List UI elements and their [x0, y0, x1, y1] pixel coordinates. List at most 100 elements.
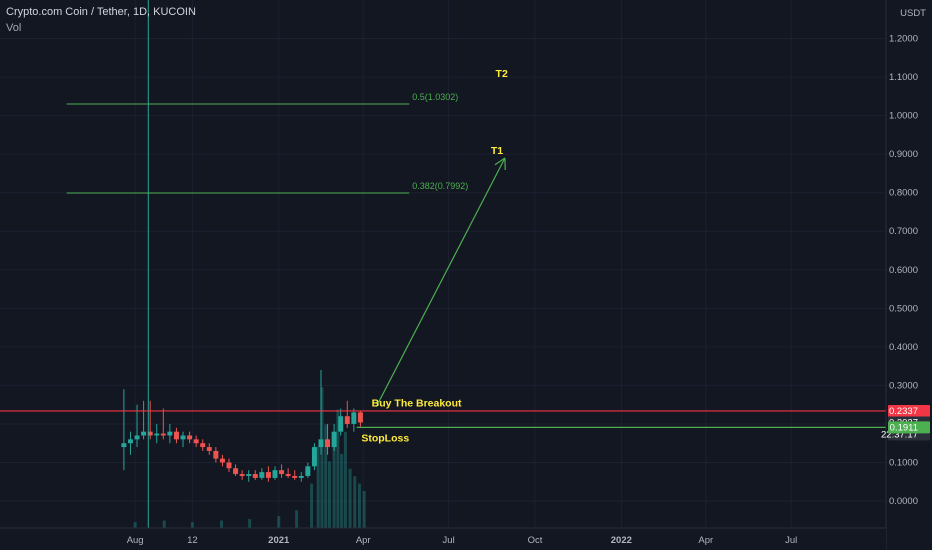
- candle-body: [252, 474, 258, 478]
- currency-label: USDT: [900, 8, 926, 19]
- candle-body: [233, 468, 239, 475]
- time-tick-label: Jul: [785, 535, 797, 546]
- candle-body: [331, 431, 337, 448]
- candle-body: [173, 431, 179, 440]
- annotation-text: T2: [496, 68, 508, 80]
- volume-bar: [248, 519, 252, 528]
- price-tick-label: 0.9000: [889, 149, 918, 160]
- candle-body: [318, 439, 324, 448]
- volume-bar: [190, 522, 194, 528]
- resistance-price-badge: [888, 404, 930, 417]
- drawings: 0.5(1.0302) 0.382(0.7992) T2 T1 Buy The Brea…: [0, 0, 886, 528]
- price-axis[interactable]: USDT 1.2000 1.1000 1.0000 0.9000 0.8000 0.7000…: [881, 0, 932, 550]
- candle-body: [292, 475, 298, 478]
- candle-body: [305, 466, 311, 476]
- target-arrow-head: [494, 157, 506, 166]
- support-price-badge: [888, 421, 930, 434]
- time-tick-label: 2022: [611, 535, 632, 546]
- candle-body: [246, 474, 252, 476]
- candle-body: [357, 412, 363, 423]
- candle-body: [272, 470, 278, 478]
- symbol-title[interactable]: Crypto.com Coin / Tether, 1D, KUCOIN: [6, 6, 196, 18]
- volume-bar: [133, 522, 137, 528]
- volume-bar: [316, 446, 320, 528]
- volume-bar: [336, 409, 340, 528]
- time-tick-label: 2021: [268, 535, 290, 546]
- volume-bar: [220, 520, 223, 528]
- time-tick-label: Apr: [356, 535, 371, 546]
- candle-body: [167, 431, 173, 436]
- last-price-countdown: 22:37:17: [881, 430, 918, 441]
- candle-body: [147, 431, 153, 436]
- target-arrow: [375, 157, 506, 407]
- candle-body: [200, 443, 206, 448]
- volume-bar: [353, 476, 357, 528]
- price-tick-label: 0.7000: [889, 226, 918, 237]
- price-axis-background: [886, 0, 932, 550]
- annotation-text: T1: [491, 145, 503, 157]
- support-price-badge-label: 0.1911: [890, 422, 918, 433]
- candle-body: [226, 462, 232, 469]
- price-tick-label: 0.8000: [889, 188, 918, 199]
- candle-body: [180, 435, 186, 440]
- candle-body: [213, 450, 219, 459]
- candle-body: [298, 475, 304, 478]
- candle-body: [239, 474, 245, 476]
- price-tick-label: 0.5000: [889, 303, 918, 314]
- price-tick-label: 0.3000: [889, 380, 918, 391]
- fib-level-label: 0.5(1.0302): [412, 92, 458, 102]
- volume-bar: [357, 483, 361, 528]
- annotation-text: Buy The Breakout: [372, 398, 462, 410]
- volume-bar: [324, 424, 328, 528]
- candle-body: [121, 443, 127, 448]
- volume-bar: [332, 439, 336, 528]
- volume-bar: [343, 431, 347, 528]
- volume-bar: [310, 483, 314, 528]
- fib-level-label: 0.382(0.7992): [412, 181, 468, 191]
- volume-bar: [340, 454, 344, 528]
- candle-body: [154, 433, 160, 436]
- price-tick-label: 1.0000: [889, 111, 918, 122]
- candle-body: [325, 439, 331, 448]
- price-tick-label: 1.2000: [889, 34, 918, 45]
- time-tick-label: Oct: [528, 535, 543, 546]
- volume-bar: [277, 516, 281, 528]
- candle-body: [279, 470, 285, 475]
- candle-body: [127, 439, 133, 444]
- time-tick-label: Apr: [698, 535, 713, 546]
- time-axis[interactable]: Aug 12 2021 Apr Jul Oct 2022 Apr Jul: [0, 527, 886, 550]
- price-tick-label: 0.4000: [889, 342, 918, 353]
- volume-bar: [295, 510, 299, 528]
- candle-body: [285, 474, 291, 476]
- volume-bar: [362, 491, 366, 528]
- candle-body: [344, 416, 350, 424]
- price-tick-label: 1.1000: [889, 72, 918, 83]
- volume-indicator-label[interactable]: Vol: [6, 22, 22, 34]
- candle-body: [206, 447, 212, 451]
- resistance-price-badge-label: 0.2337: [889, 406, 918, 417]
- candle-body: [160, 433, 166, 436]
- candle-body: [265, 472, 271, 478]
- candle-body: [311, 447, 317, 467]
- candle-body: [193, 439, 199, 444]
- annotation-text: StopLoss: [361, 432, 409, 444]
- time-tick-label: Jul: [443, 535, 455, 546]
- candle-body: [351, 412, 357, 424]
- volume-bar: [348, 468, 352, 528]
- price-tick-label: 0.6000: [889, 265, 918, 276]
- candle-body: [141, 431, 147, 436]
- volume-bars: [133, 387, 366, 528]
- candle-body: [187, 435, 193, 440]
- price-candles: [121, 369, 363, 482]
- volume-bar: [320, 387, 324, 528]
- time-axis-background: [0, 528, 886, 550]
- price-tick-label: 0.0000: [889, 496, 918, 507]
- volume-bar: [162, 520, 166, 528]
- volume-bar: [327, 461, 331, 528]
- price-tick-label: 0.1000: [889, 457, 918, 468]
- time-tick-label: Aug: [127, 535, 144, 546]
